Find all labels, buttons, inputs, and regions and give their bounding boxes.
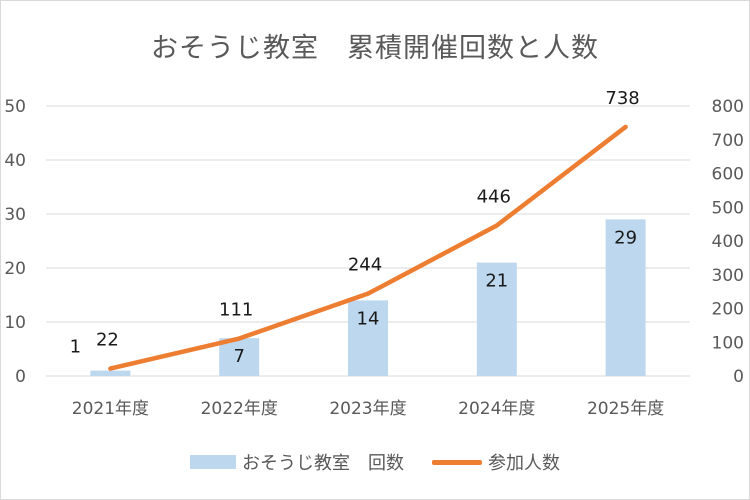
y-left-tick-label: 50 (4, 97, 26, 117)
line-data-label: 22 (96, 330, 119, 351)
x-tick-label: 2023年度 (329, 399, 406, 419)
x-tick-label: 2025年度 (587, 399, 664, 419)
bar-data-label: 1 (70, 337, 81, 358)
bar (348, 300, 388, 376)
y-right-tick-label: 100 (712, 333, 744, 353)
line-data-label: 446 (477, 186, 511, 207)
legend-label-line: 参加人数 (488, 453, 560, 474)
legend: おそうじ教室 回数 参加人数 (0, 449, 750, 475)
x-tick-label: 2024年度 (458, 399, 535, 419)
y-left-tick-label: 30 (4, 205, 26, 225)
y-left-tick-label: 20 (4, 259, 26, 279)
line-data-label: 738 (605, 88, 639, 109)
y-left-tick-label: 10 (4, 313, 26, 333)
line-data-label: 244 (348, 255, 382, 276)
bar (476, 262, 517, 376)
bar-data-label: 14 (357, 308, 380, 329)
y-right-tick-label: 500 (712, 198, 744, 218)
bar (605, 219, 646, 376)
bar-data-label: 29 (614, 227, 637, 248)
y-right-tick-label: 800 (712, 97, 744, 117)
y-right-tick-label: 0 (733, 367, 744, 387)
y-right-tick-label: 400 (712, 232, 744, 252)
bar-data-label: 21 (485, 271, 508, 292)
y-right-tick-label: 600 (712, 165, 744, 185)
line-data-label: 111 (219, 300, 253, 321)
bar (90, 370, 131, 376)
plot-area: 0102030405001002003004005006007008002021… (4, 88, 744, 419)
y-right-tick-label: 200 (712, 300, 744, 320)
x-tick-label: 2021年度 (72, 399, 149, 419)
y-left-tick-label: 40 (4, 151, 26, 171)
legend-swatch-line (432, 459, 482, 465)
chart-title: おそうじ教室 累積開催回数と人数 (151, 33, 599, 64)
legend-item-bars: おそうじ教室 回数 (190, 449, 404, 475)
legend-label-bars: おそうじ教室 回数 (242, 453, 404, 474)
legend-item-line: 参加人数 (432, 449, 560, 475)
y-right-tick-label: 300 (712, 266, 744, 286)
x-tick-label: 2022年度 (201, 399, 278, 419)
legend-swatch-bars (190, 455, 236, 469)
bar (219, 338, 260, 376)
y-right-tick-label: 700 (712, 131, 744, 151)
bar-data-label: 7 (233, 346, 244, 367)
y-left-tick-label: 0 (15, 367, 26, 387)
